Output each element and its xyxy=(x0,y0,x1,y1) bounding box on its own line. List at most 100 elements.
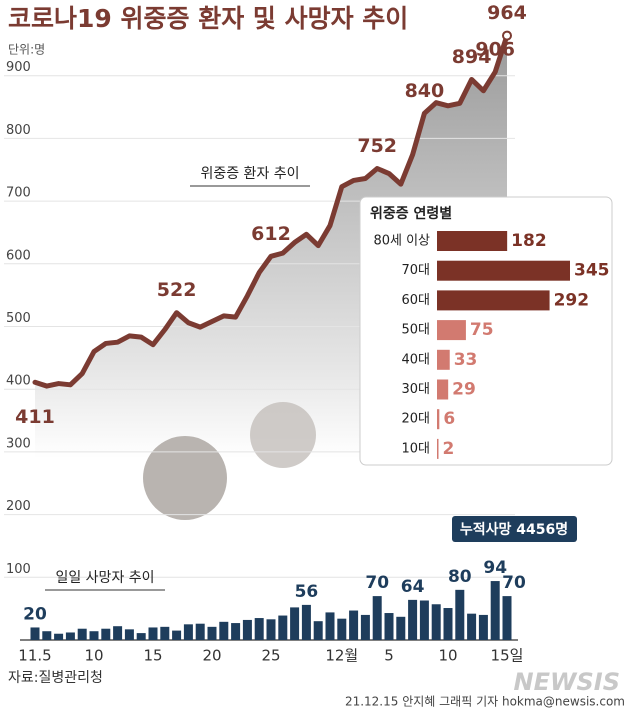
data-label: 29 xyxy=(452,380,476,400)
category-label: 20대 xyxy=(401,412,430,427)
source: 자료:질병관리청 xyxy=(8,670,103,686)
bar xyxy=(313,621,323,640)
category-label: 10대 xyxy=(401,441,430,456)
data-label: 70 xyxy=(365,573,389,593)
y-tick-label: 800 xyxy=(6,123,31,138)
data-label: 2 xyxy=(443,439,455,459)
x-tick-label: 20 xyxy=(202,647,221,665)
category-label: 40대 xyxy=(401,352,430,367)
bar xyxy=(231,623,241,640)
bar xyxy=(337,618,347,640)
bar xyxy=(455,589,465,640)
bar xyxy=(77,628,87,640)
bar xyxy=(89,631,99,640)
bar xyxy=(502,596,512,640)
credit: 21.12.15 안지혜 그래픽 기자 hokma@newsis.com xyxy=(345,695,625,709)
bar xyxy=(290,607,300,640)
bar xyxy=(278,615,288,640)
data-label: 964 xyxy=(487,2,527,24)
data-label: 411 xyxy=(15,406,55,428)
y-tick-label: 400 xyxy=(6,374,31,389)
bar xyxy=(172,630,182,640)
data-label: 6 xyxy=(443,409,455,429)
bar xyxy=(349,610,359,640)
bar xyxy=(437,231,508,251)
x-tick-label: 15 xyxy=(143,647,162,665)
bar xyxy=(360,614,370,640)
x-tick-label: 5 xyxy=(384,647,394,665)
bar xyxy=(437,320,466,341)
bar xyxy=(301,604,311,640)
bar xyxy=(437,260,570,281)
bar xyxy=(372,596,382,640)
bar xyxy=(478,614,488,640)
category-label: 70대 xyxy=(401,263,430,278)
bar xyxy=(467,613,477,640)
data-label: 522 xyxy=(157,279,197,301)
bar xyxy=(242,619,252,640)
bar xyxy=(195,623,205,640)
bar xyxy=(490,581,500,640)
y-tick-label: 500 xyxy=(6,311,31,326)
bar xyxy=(254,618,264,640)
end-point xyxy=(502,30,512,41)
data-label: 56 xyxy=(295,582,319,602)
note-box xyxy=(452,516,577,542)
data-label: 70 xyxy=(502,573,526,593)
bar xyxy=(437,349,450,370)
data-label: 752 xyxy=(357,135,397,157)
series-annotation: 일일 사망자 추이 xyxy=(55,570,154,586)
category-label: 30대 xyxy=(401,382,430,397)
x-tick-label: 11.5 xyxy=(18,647,51,665)
data-label: 345 xyxy=(574,261,610,281)
bar xyxy=(30,627,40,640)
data-label: 612 xyxy=(251,223,291,245)
x-tick-label: 15일 xyxy=(491,647,524,665)
data-label: 94 xyxy=(483,558,507,578)
data-label: 20 xyxy=(23,604,47,624)
bar xyxy=(325,612,335,640)
bar xyxy=(42,631,52,640)
bar xyxy=(437,290,550,311)
bar xyxy=(207,626,217,640)
data-label: 33 xyxy=(454,350,478,370)
category-label: 60대 xyxy=(401,293,430,308)
bar xyxy=(266,619,276,640)
y-tick-label: 300 xyxy=(6,436,31,451)
unit-label: 단위:명 xyxy=(8,43,45,57)
bar xyxy=(384,613,394,640)
data-label: 182 xyxy=(511,231,547,251)
bar xyxy=(437,438,439,459)
bar xyxy=(54,633,64,640)
inset-title: 위중증 연령별 xyxy=(370,205,452,222)
data-label: 894 xyxy=(452,46,492,68)
bar xyxy=(219,621,229,640)
series-annotation: 위중증 환자 추이 xyxy=(200,166,299,182)
bar xyxy=(443,608,453,640)
y-tick-label: 900 xyxy=(6,60,31,75)
x-tick-label: 12월 xyxy=(325,647,358,665)
chart-title: 코로나19 위중증 환자 및 사망자 추이 xyxy=(8,4,408,33)
x-tick-label: 10 xyxy=(84,647,103,665)
y-tick-label: 200 xyxy=(6,499,31,514)
bar xyxy=(437,409,440,430)
bar xyxy=(160,626,170,640)
y-tick-label: 100 xyxy=(6,562,31,577)
bar xyxy=(437,379,449,400)
data-label: 292 xyxy=(554,290,590,310)
bar xyxy=(113,626,123,640)
line xyxy=(32,33,510,389)
x-tick-label: 25 xyxy=(261,647,280,665)
bar xyxy=(408,599,418,640)
bar xyxy=(183,624,193,640)
bar xyxy=(65,632,75,640)
data-label: 75 xyxy=(470,320,494,340)
bar xyxy=(124,629,134,640)
data-label: 80 xyxy=(448,567,472,587)
data-label: 840 xyxy=(405,80,445,102)
bar xyxy=(419,600,429,640)
bar xyxy=(136,633,146,640)
x-tick-label: 10 xyxy=(438,647,457,665)
logo: NEWSIS xyxy=(514,668,620,696)
